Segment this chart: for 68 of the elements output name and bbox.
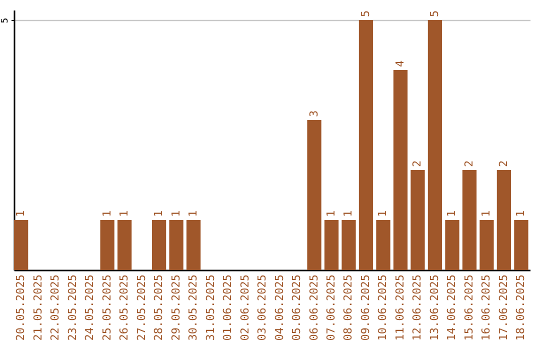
data-label: 2	[462, 160, 476, 167]
x-tick-label: 20.05.2025	[14, 274, 28, 340]
x-tick-label: 14.06.2025	[445, 274, 458, 340]
bar	[169, 220, 184, 270]
bar	[462, 170, 477, 270]
data-label: 3	[307, 110, 320, 117]
x-tick-label: 08.06.2025	[342, 274, 355, 340]
bar	[100, 220, 114, 270]
data-label: 1	[118, 210, 131, 217]
bar	[117, 220, 132, 270]
data-label: 1	[100, 210, 114, 217]
bar	[152, 220, 166, 270]
bar	[445, 220, 460, 270]
data-label: 1	[342, 210, 355, 217]
x-tick-label: 24.05.2025	[83, 274, 96, 340]
data-label: 1	[324, 210, 338, 217]
bar	[393, 70, 408, 270]
x-tick-label: 11.06.2025	[393, 274, 406, 340]
data-label: 2	[496, 160, 510, 167]
data-label: 4	[393, 60, 406, 67]
data-label: 1	[376, 210, 390, 217]
x-tick-label: 18.06.2025	[514, 274, 528, 340]
bar	[428, 20, 442, 270]
x-tick-label: 05.06.2025	[290, 274, 304, 340]
bar	[186, 220, 201, 270]
bar	[376, 220, 390, 270]
x-tick-label: 02.06.2025	[238, 274, 252, 340]
data-label: 2	[410, 160, 424, 167]
x-tick-label: 30.05.2025	[186, 274, 200, 340]
x-tick-label: 26.05.2025	[118, 274, 131, 340]
bar	[410, 170, 425, 270]
bar	[480, 220, 494, 270]
x-tick-label: 13.06.2025	[428, 274, 441, 340]
x-tick-label: 07.06.2025	[324, 274, 338, 340]
bar	[514, 220, 528, 270]
x-tick-label: 15.06.2025	[462, 274, 476, 340]
x-tick-label: 17.06.2025	[496, 274, 510, 340]
data-label: 1	[169, 210, 182, 217]
data-label: 1	[152, 210, 166, 217]
bar	[496, 170, 512, 270]
x-tick-label: 29.05.2025	[169, 274, 182, 340]
x-tick-label: 09.06.2025	[358, 274, 372, 340]
x-tick-label: 06.06.2025	[307, 274, 320, 340]
data-label: 5	[428, 10, 441, 17]
bar	[14, 220, 28, 270]
bar	[324, 220, 339, 270]
x-tick-label: 23.05.2025	[66, 274, 79, 340]
x-tick-label: 10.06.2025	[376, 274, 390, 340]
data-label: 1	[14, 210, 28, 217]
bar	[358, 20, 374, 270]
bar	[307, 120, 322, 270]
x-tick-label: 01.06.2025	[221, 274, 234, 340]
x-tick-label: 16.06.2025	[480, 274, 493, 340]
x-tick-label: 04.06.2025	[272, 274, 286, 340]
data-label: 1	[445, 210, 458, 217]
x-tick-label: 25.05.2025	[100, 274, 114, 340]
bar	[342, 220, 356, 270]
x-tick-label: 03.06.2025	[256, 274, 269, 340]
x-tick-label: 12.06.2025	[410, 274, 424, 340]
data-label: 1	[514, 210, 528, 217]
x-tick-label: 21.05.2025	[31, 274, 44, 340]
x-tick-label: 31.05.2025	[204, 274, 217, 340]
data-label: 1	[186, 210, 200, 217]
data-label: 1	[480, 210, 493, 217]
x-tick-label: 22.05.2025	[48, 274, 62, 340]
data-label: 5	[358, 10, 372, 17]
x-tick-label: 28.05.2025	[152, 274, 166, 340]
x-tick-label: 27.05.2025	[134, 274, 148, 340]
